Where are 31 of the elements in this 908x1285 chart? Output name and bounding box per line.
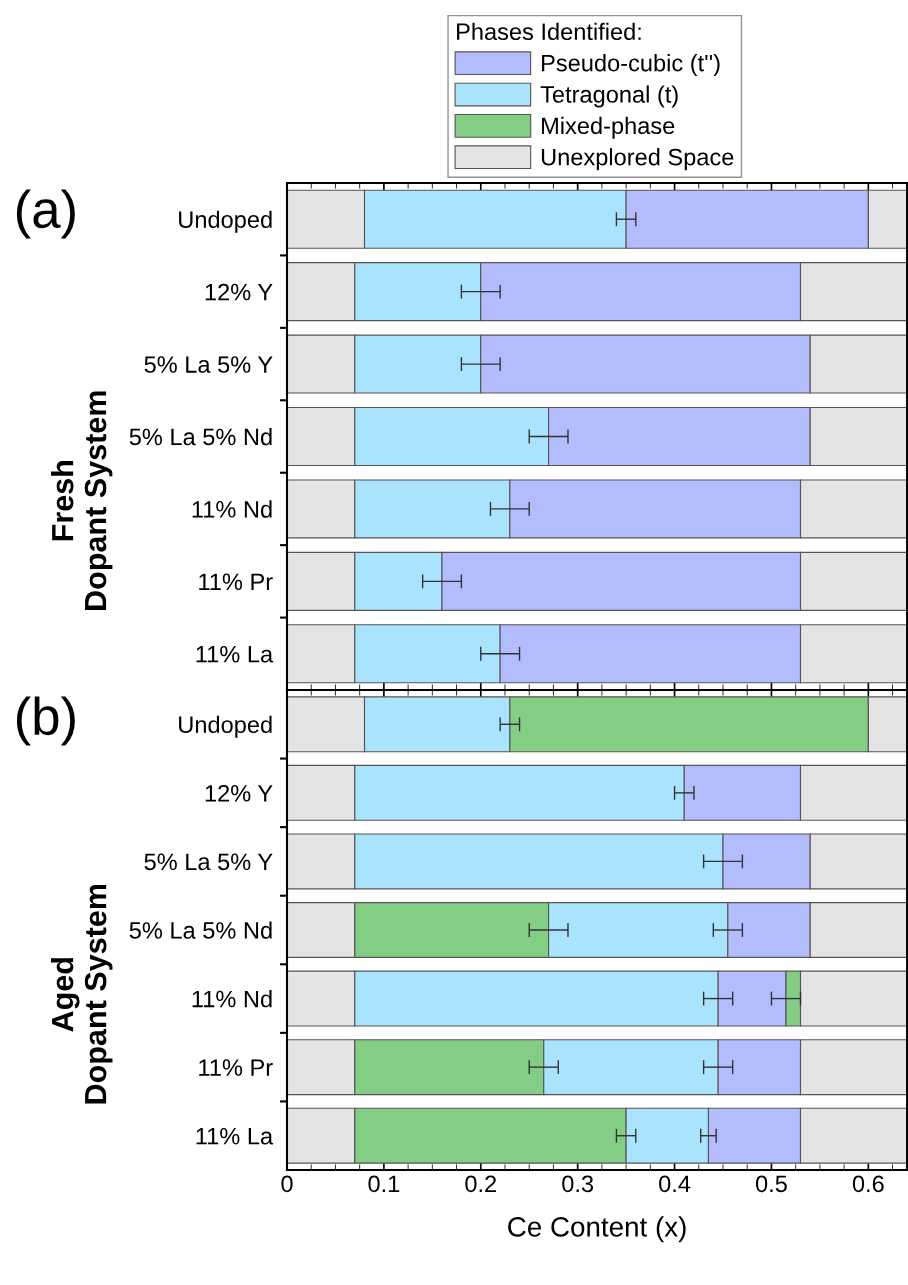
y-tick-label: 11% Nd (192, 500, 272, 518)
legend-label: Mixed-phase (542, 116, 675, 139)
x-tick-label: 0.1 (368, 1175, 400, 1193)
legend-title: Phases Identified: (457, 22, 641, 41)
y-tick-label: Undoped (179, 210, 272, 233)
chart-title: (b) (16, 696, 75, 746)
x-tick-label: 0 (281, 1175, 293, 1193)
y-tick-label: 5% La 5% Y (144, 853, 273, 871)
y-tick-label: 11% Nd (192, 990, 272, 1008)
y-tick-label: 11% La (196, 645, 274, 663)
y-tick-label: 5% La 5% Nd (129, 427, 272, 446)
y-axis-title: Fresh Dopant System (51, 391, 113, 610)
x-tick-label: 0.4 (659, 1175, 691, 1193)
y-tick-label: 5% La 5% Nd (129, 921, 272, 939)
x-tick-label: 0.6 (852, 1175, 884, 1193)
y-axis-title: Aged Dopant System (50, 884, 113, 1104)
y-tick-label: 11% La (196, 1127, 274, 1145)
legend-label: Tetragonal (t) (540, 85, 678, 108)
x-axis-title: Ce Content (x) (508, 1216, 686, 1243)
x-tick-label: 0.2 (465, 1175, 497, 1193)
x-tick-label: 0.5 (755, 1175, 787, 1193)
x-tick-label: 0.3 (562, 1175, 594, 1193)
y-tick-label: 12% Y (205, 283, 273, 301)
legend-label: Unexplored Space (541, 148, 734, 171)
y-tick-label: Undoped (179, 715, 272, 738)
legend-label: Pseudo-cubic (t'') (542, 54, 720, 77)
y-tick-label: 12% Y (205, 784, 273, 802)
y-tick-label: 5% La 5% Y (144, 356, 273, 373)
y-tick-label: 11% Pr (199, 1059, 273, 1076)
y-tick-label: 11% Pr (199, 573, 273, 591)
chart-title: (a) (16, 189, 75, 239)
